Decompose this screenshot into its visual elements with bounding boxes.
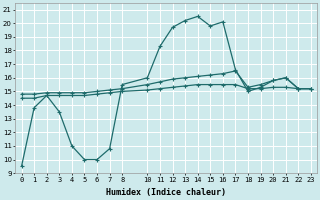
X-axis label: Humidex (Indice chaleur): Humidex (Indice chaleur): [106, 188, 226, 197]
